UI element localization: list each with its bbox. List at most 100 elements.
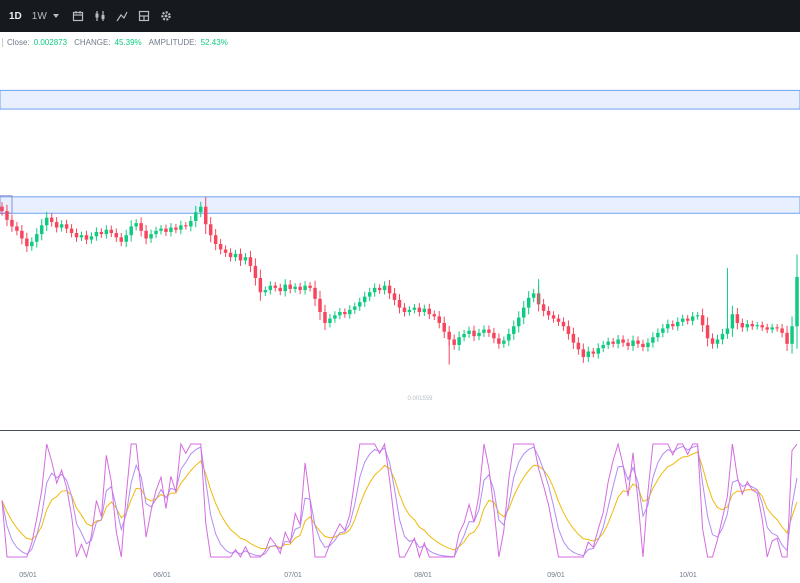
candle-body-158 [785, 332, 789, 344]
candle-body-89 [442, 322, 446, 332]
candle-body-54 [268, 285, 273, 291]
candle-body-119 [591, 351, 596, 354]
candle-body-106 [526, 297, 531, 308]
candle-body-128 [636, 340, 640, 344]
candle-body-149 [740, 322, 745, 328]
candle-body-13 [64, 224, 69, 229]
candle-body-26 [129, 226, 133, 236]
candle-body-44 [218, 243, 223, 250]
candle-body-105 [521, 307, 526, 318]
candle-body-76 [377, 287, 382, 291]
interval-1w-button[interactable]: 1W [31, 10, 47, 22]
candle-body-64 [318, 298, 322, 313]
candle-body-136 [676, 321, 680, 327]
candle-body-87 [432, 314, 437, 317]
candle-body-157 [780, 328, 784, 333]
candle-body-68 [338, 312, 342, 316]
candle-body-79 [392, 293, 397, 300]
candle-body-7 [35, 234, 39, 242]
candle-body-159 [790, 326, 794, 344]
candle-body-145 [720, 333, 725, 340]
candle-body-37 [184, 225, 188, 227]
x-tick-label-4: 09/01 [547, 572, 565, 579]
price-marker-label: 0.001559 [407, 396, 433, 402]
candle-body-36 [179, 225, 183, 230]
interval-1d-button[interactable]: 1D [9, 10, 22, 22]
layout-icon[interactable] [133, 5, 155, 27]
candle-body-102 [507, 333, 511, 341]
candle-body-99 [492, 332, 496, 339]
candle-body-4 [20, 230, 24, 239]
candle-body-35 [174, 227, 178, 230]
candle-body-16 [79, 235, 84, 238]
candle-body-62 [308, 285, 312, 288]
candle-body-70 [348, 309, 352, 315]
candle-body-30 [149, 234, 153, 239]
candle-body-11 [54, 222, 59, 228]
candle-body-110 [546, 310, 551, 316]
candle-body-156 [775, 327, 779, 329]
candle-body-33 [164, 228, 168, 232]
candle-body-107 [531, 293, 536, 298]
candle-body-84 [417, 307, 422, 313]
candle-body-57 [283, 284, 287, 292]
candle-body-71 [353, 306, 357, 310]
candle-body-150 [745, 324, 750, 328]
candle-body-100 [497, 338, 501, 344]
interval-dropdown-icon[interactable] [52, 14, 59, 18]
candle-body-95 [472, 330, 476, 337]
price-chart[interactable]: 0.001559 05/01 06/01 07/01 08/01 09/01 10/01 [0, 32, 800, 583]
candle-body-116 [576, 342, 581, 350]
candle-body-153 [760, 325, 764, 328]
candle-body-61 [303, 285, 307, 291]
candle-body-75 [372, 287, 377, 293]
drawing-icon[interactable] [111, 5, 133, 27]
close-value: 0.002873 [33, 37, 68, 47]
candle-body-83 [412, 307, 417, 310]
candle-body-60 [298, 286, 302, 291]
candle-body-92 [457, 337, 461, 345]
change-label: CHANGE: [74, 37, 111, 47]
x-tick-label-0: 05/01 [19, 572, 37, 579]
settings-icon[interactable] [155, 5, 177, 27]
candle-body-82 [407, 309, 412, 313]
x-tick-label-3: 08/01 [414, 572, 432, 579]
candle-body-50 [248, 257, 253, 266]
x-tick-label-1: 06/01 [153, 572, 171, 579]
candle-body-126 [626, 342, 630, 347]
candle-body-113 [561, 321, 566, 327]
candle-body-142 [705, 325, 710, 339]
candle-body-40 [199, 206, 203, 213]
x-tick-label-5: 10/01 [679, 572, 697, 579]
candle-body-53 [263, 290, 268, 293]
candle-body-129 [641, 343, 645, 348]
candle-body-41 [203, 206, 208, 225]
candle-body-77 [382, 285, 387, 291]
candle-body-146 [725, 328, 730, 334]
zone-rect-0 [0, 89, 800, 110]
amplitude-value: 52.43% [200, 37, 228, 47]
candle-body-152 [755, 325, 759, 327]
indicator-icon[interactable] [89, 5, 111, 27]
candle-body-137 [680, 318, 685, 322]
candle-body-18 [89, 236, 94, 240]
candle-body-25 [124, 235, 128, 242]
candle-body-27 [134, 223, 138, 227]
candle-body-118 [586, 351, 591, 357]
candle-body-120 [596, 348, 600, 354]
ohlc-legend: Close: 0.002873 CHANGE: 45.39% AMPLITUDE… [0, 36, 231, 48]
candle-body-22 [109, 229, 114, 234]
candle-body-69 [343, 312, 347, 315]
candle-body-49 [243, 257, 248, 261]
candle-body-45 [223, 249, 228, 253]
indicator-line-j [1, 451, 798, 551]
candle-body-19 [94, 231, 99, 237]
candle-body-85 [422, 308, 427, 313]
candle-body-8 [40, 225, 44, 235]
candle-body-112 [556, 318, 561, 322]
candle-body-103 [512, 326, 516, 334]
candle-body-125 [621, 339, 625, 343]
legend-divider [2, 37, 3, 47]
calendar-icon[interactable] [67, 5, 89, 27]
chart-toolbar: 1D 1W [0, 0, 800, 32]
